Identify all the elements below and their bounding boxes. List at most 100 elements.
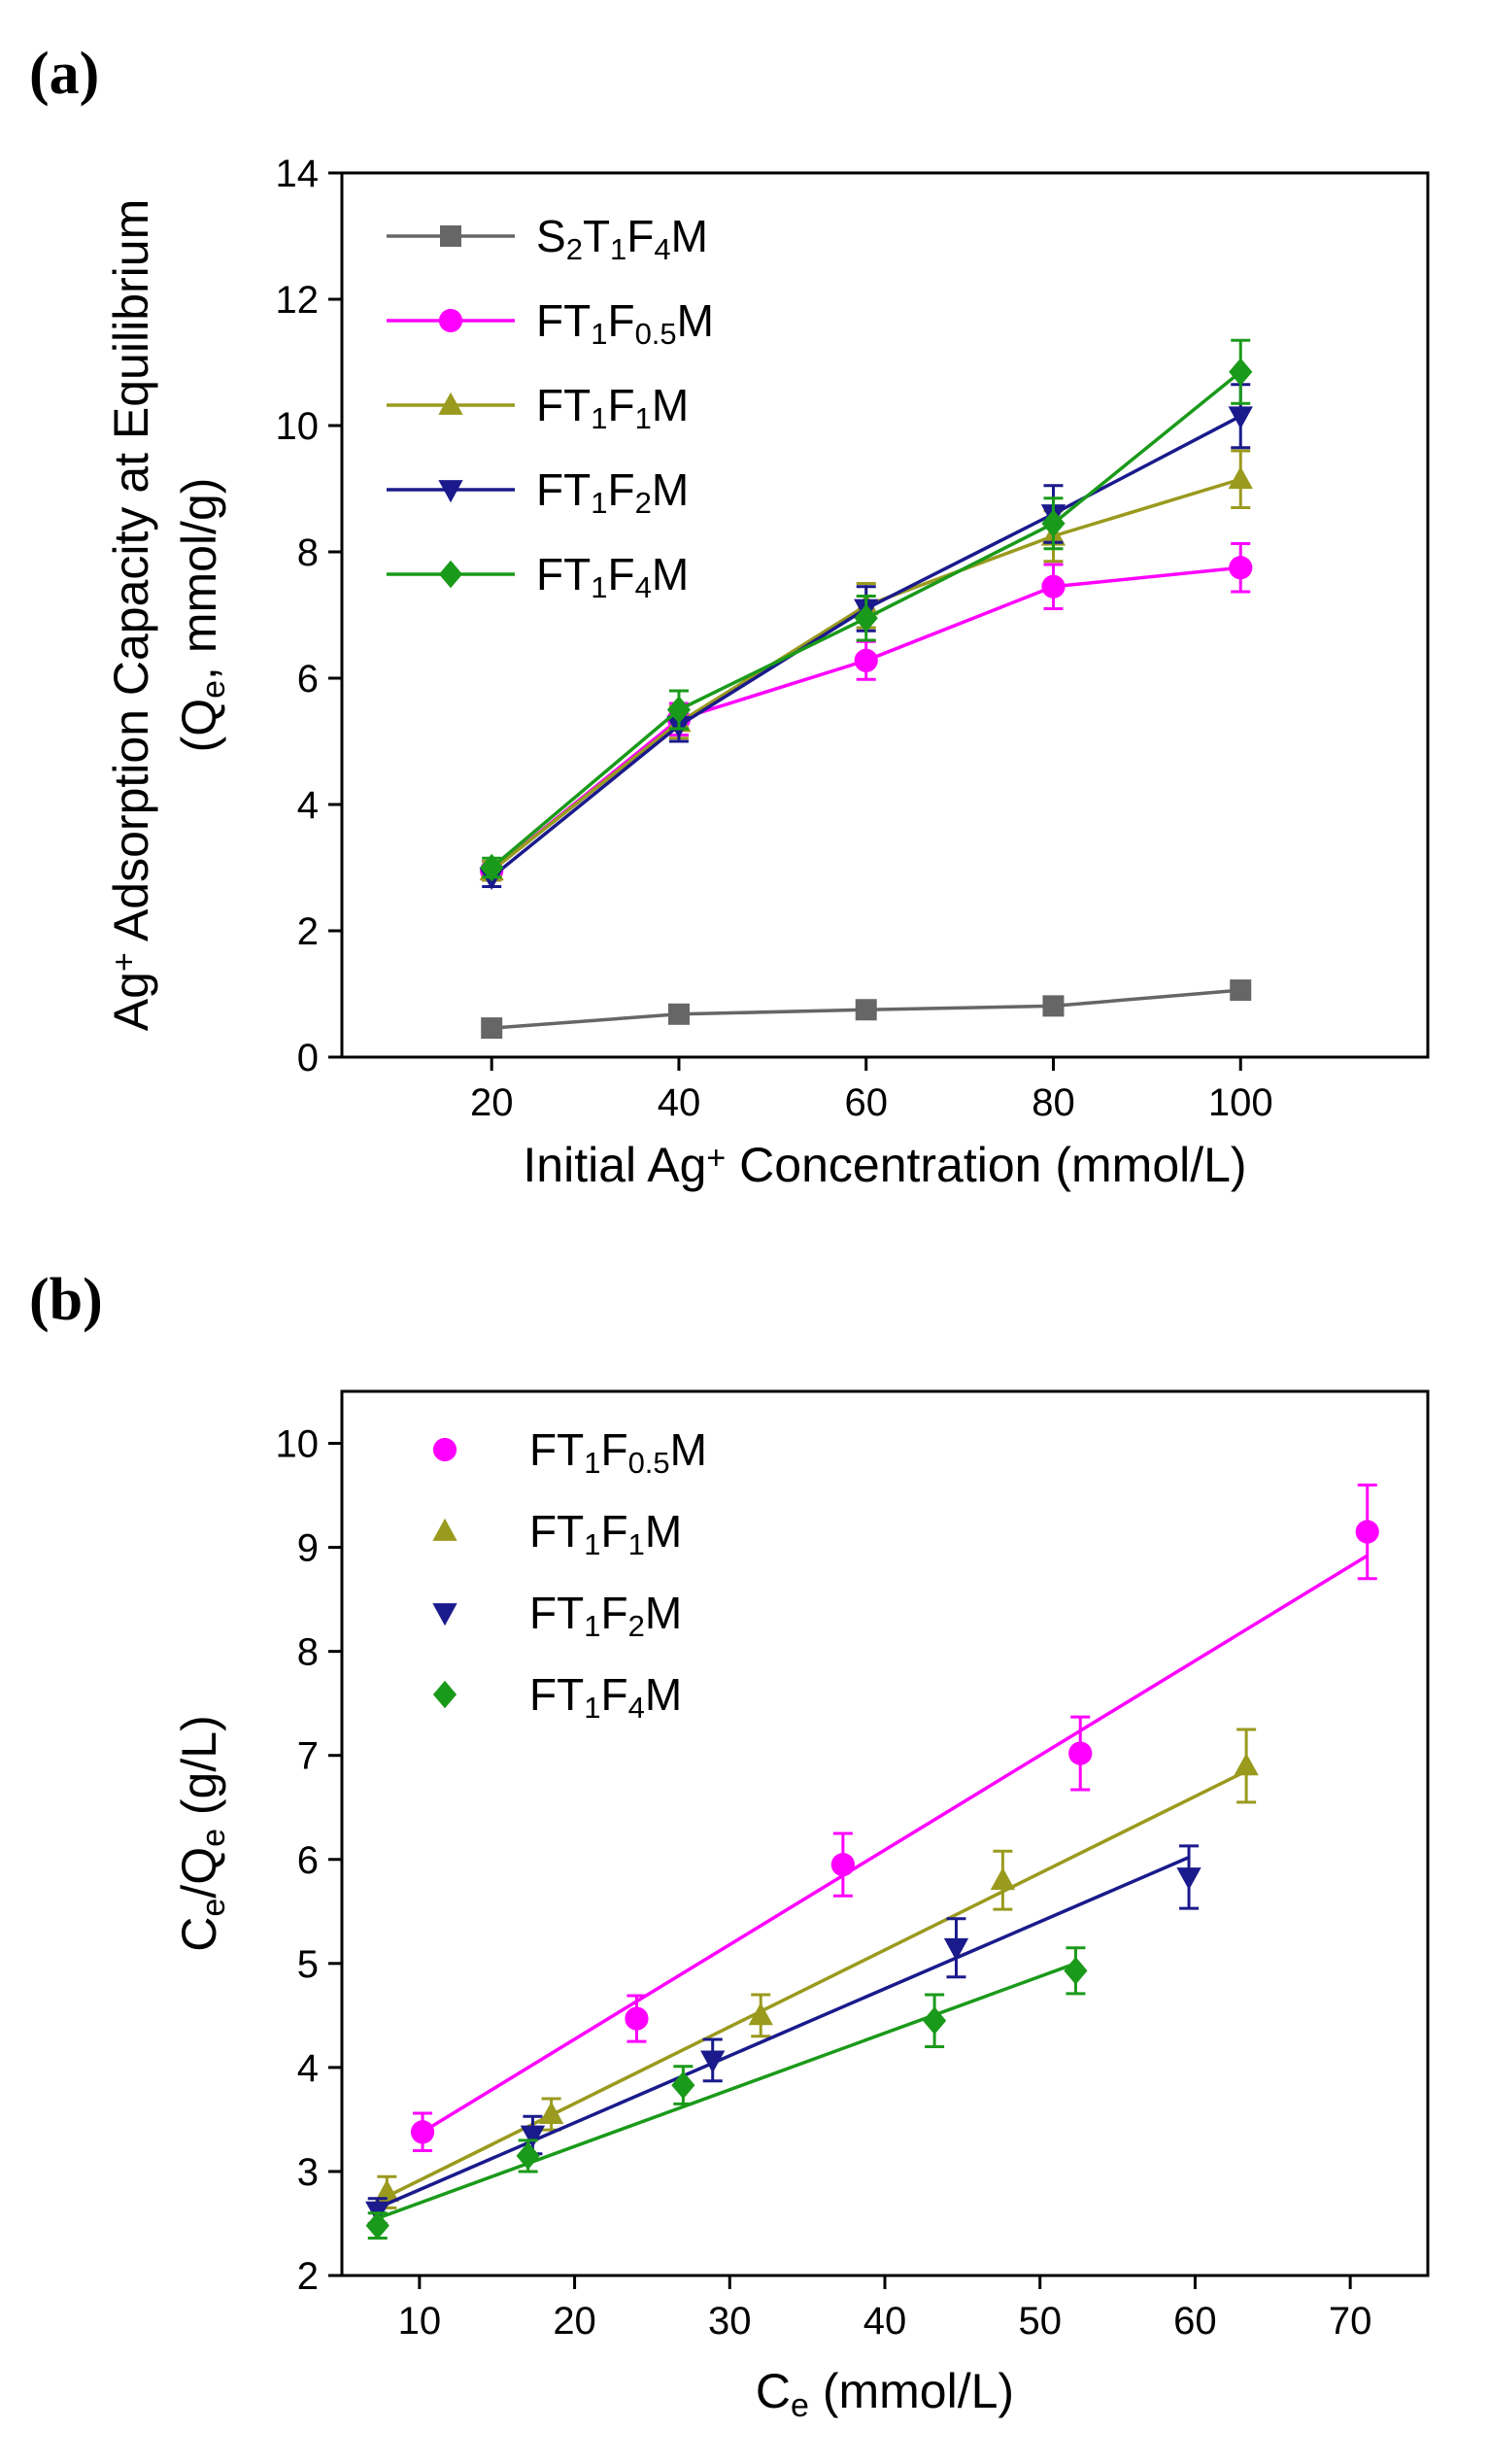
legend-marker-ft1f05m bbox=[432, 1437, 457, 1462]
panel-a-label: (a) bbox=[29, 41, 99, 107]
legend-label-ft1f05m-part: 0.5 bbox=[635, 317, 677, 351]
x-tick-label: 60 bbox=[1173, 2300, 1217, 2343]
fit-line-ft1f1m bbox=[386, 1769, 1247, 2199]
legend-marker-ft1f4m bbox=[438, 560, 463, 589]
legend-label-ft1f1m: FT1F1M bbox=[529, 1506, 682, 1561]
legend-label-ft1f2m-part: 2 bbox=[628, 1609, 645, 1643]
y-tick-label: 14 bbox=[276, 153, 320, 195]
y-axis-label-a-line1-part: Ag bbox=[104, 972, 158, 1031]
x-tick-label: 60 bbox=[844, 1081, 888, 1124]
panel-a: (a) 20 40 60 80 10002468101214S2T1F4MFT1F0.5… bbox=[29, 41, 1430, 1192]
x-axis-label-b-part: (mmol/L) bbox=[809, 2364, 1014, 2418]
x-tick-label: 100 bbox=[1208, 1081, 1273, 1124]
series-ft1f4m bbox=[480, 338, 1253, 882]
legend-label-ft1f05m-part: 1 bbox=[591, 317, 607, 351]
data-point-ft1f4m bbox=[671, 2070, 695, 2100]
y-axis-label-b: Ce/Qe (g/L) bbox=[172, 1715, 232, 1951]
data-point-ft1f1m bbox=[374, 2179, 399, 2203]
x-tick-label: 70 bbox=[1329, 2300, 1372, 2343]
x-tick-label: 80 bbox=[1032, 1081, 1075, 1124]
legend-label-ft1f05m-part: M bbox=[677, 295, 714, 346]
legend-label-s2t1f4m: S2T1F4M bbox=[536, 211, 708, 266]
data-point-s2t1f4m bbox=[1042, 995, 1065, 1017]
legend-label-ft1f4m-part: FT bbox=[536, 549, 591, 599]
legend-label-ft1f1m-part: M bbox=[652, 380, 689, 430]
y-tick-label: 0 bbox=[297, 1037, 319, 1079]
legend-label-s2t1f4m-part: F bbox=[626, 211, 654, 261]
series-ft1f1m bbox=[374, 1728, 1259, 2209]
legend-marker-s2t1f4m bbox=[440, 225, 461, 247]
y-tick-label: 2 bbox=[297, 910, 319, 953]
y-tick-label: 9 bbox=[297, 1527, 319, 1570]
panel-b-label: (b) bbox=[29, 1267, 103, 1333]
legend-label-ft1f2m-part: M bbox=[652, 464, 689, 515]
data-point-ft1f4m bbox=[516, 2141, 540, 2171]
fit-line-ft1f05m bbox=[422, 1554, 1369, 2134]
y-axis-label-b-part: e bbox=[195, 1829, 232, 1847]
data-point-ft1f05m bbox=[1068, 1741, 1093, 1765]
data-point-ft1f1m bbox=[538, 2101, 564, 2124]
legend-label-ft1f4m-part: 1 bbox=[591, 570, 607, 604]
y-axis-label-a-line2-part: e bbox=[195, 680, 232, 699]
y-tick-label: 12 bbox=[276, 279, 320, 322]
legend-label-ft1f05m: FT1F0.5M bbox=[536, 295, 714, 351]
y-axis-label-b-part: /Q bbox=[172, 1847, 226, 1899]
legend-label-ft1f05m-part: F bbox=[600, 1424, 627, 1475]
data-point-s2t1f4m bbox=[1230, 979, 1252, 1002]
legend-label-ft1f05m-part: FT bbox=[529, 1424, 584, 1475]
legend-label-ft1f2m-part: M bbox=[645, 1588, 682, 1638]
legend-marker-ft1f4m bbox=[432, 1680, 457, 1709]
legend-label-ft1f05m-part: M bbox=[670, 1424, 707, 1475]
y-axis-label-b-part: C bbox=[172, 1917, 226, 1952]
data-point-ft1f2m bbox=[1176, 1867, 1201, 1891]
y-axis-label-a-line2-part: , mmol/g) bbox=[172, 478, 226, 680]
legend-label-ft1f05m-part: FT bbox=[536, 295, 591, 346]
legend-marker-ft1f1m bbox=[432, 1518, 457, 1541]
data-point-ft1f05m bbox=[1355, 1520, 1379, 1544]
data-point-ft1f4m bbox=[365, 2211, 389, 2240]
series-ft1f2m bbox=[365, 1844, 1201, 2225]
data-point-ft1f05m bbox=[830, 1853, 855, 1877]
legend-label-ft1f1m-part: M bbox=[645, 1506, 682, 1557]
legend-label-ft1f1m-part: 1 bbox=[628, 1527, 645, 1561]
x-axis-label-a-part: Concentration (mmol/L) bbox=[726, 1138, 1246, 1192]
data-point-ft1f05m bbox=[854, 648, 878, 672]
legend-label-ft1f05m-part: 1 bbox=[584, 1446, 600, 1480]
plot-frame bbox=[340, 171, 1430, 1059]
legend-marker-ft1f2m bbox=[432, 1603, 457, 1626]
data-point-ft1f2m bbox=[943, 1937, 969, 1961]
data-point-ft1f1m bbox=[1234, 1753, 1259, 1776]
y-axis-label-a-line2-part: (Q bbox=[172, 699, 226, 753]
y-axis-label-a-line1-part: + bbox=[106, 952, 143, 972]
data-point-ft1f05m bbox=[1041, 574, 1066, 599]
legend-label-ft1f4m-part: M bbox=[652, 549, 689, 599]
y-tick-label: 6 bbox=[297, 658, 319, 701]
legend-label-ft1f4m-part: 1 bbox=[584, 1691, 600, 1725]
data-point-ft1f4m bbox=[1041, 509, 1066, 538]
x-axis-label-a-part: + bbox=[706, 1140, 726, 1177]
data-point-ft1f4m bbox=[666, 696, 692, 724]
data-point-s2t1f4m bbox=[481, 1017, 503, 1040]
fit-line-ft1f2m bbox=[377, 1856, 1190, 2210]
x-axis-label-b: Ce (mmol/L) bbox=[756, 2364, 1014, 2424]
series-ft1f4m bbox=[365, 1946, 1088, 2240]
y-axis-label-b-part: e bbox=[195, 1899, 232, 1917]
plot-frame bbox=[340, 1389, 1430, 2277]
series-ft1f05m bbox=[410, 1483, 1379, 2153]
legend-label-ft1f05m-part: F bbox=[607, 295, 634, 346]
data-point-ft1f2m bbox=[1228, 406, 1253, 429]
legend-label-ft1f2m-part: F bbox=[607, 464, 634, 515]
data-point-ft1f4m bbox=[1229, 358, 1253, 387]
data-point-ft1f1m bbox=[1228, 466, 1253, 490]
legend-label-ft1f4m-part: M bbox=[645, 1669, 682, 1720]
legend-label-ft1f05m: FT1F0.5M bbox=[529, 1424, 707, 1480]
y-tick-label: 3 bbox=[297, 2151, 319, 2194]
y-tick-label: 2 bbox=[297, 2255, 319, 2298]
legend-label-ft1f2m-part: F bbox=[600, 1588, 627, 1638]
legend-label-ft1f4m-part: F bbox=[607, 549, 634, 599]
data-point-ft1f4m bbox=[854, 603, 878, 633]
legend-label-s2t1f4m-part: 2 bbox=[566, 232, 583, 266]
legend-label-ft1f2m-part: 1 bbox=[591, 486, 607, 520]
